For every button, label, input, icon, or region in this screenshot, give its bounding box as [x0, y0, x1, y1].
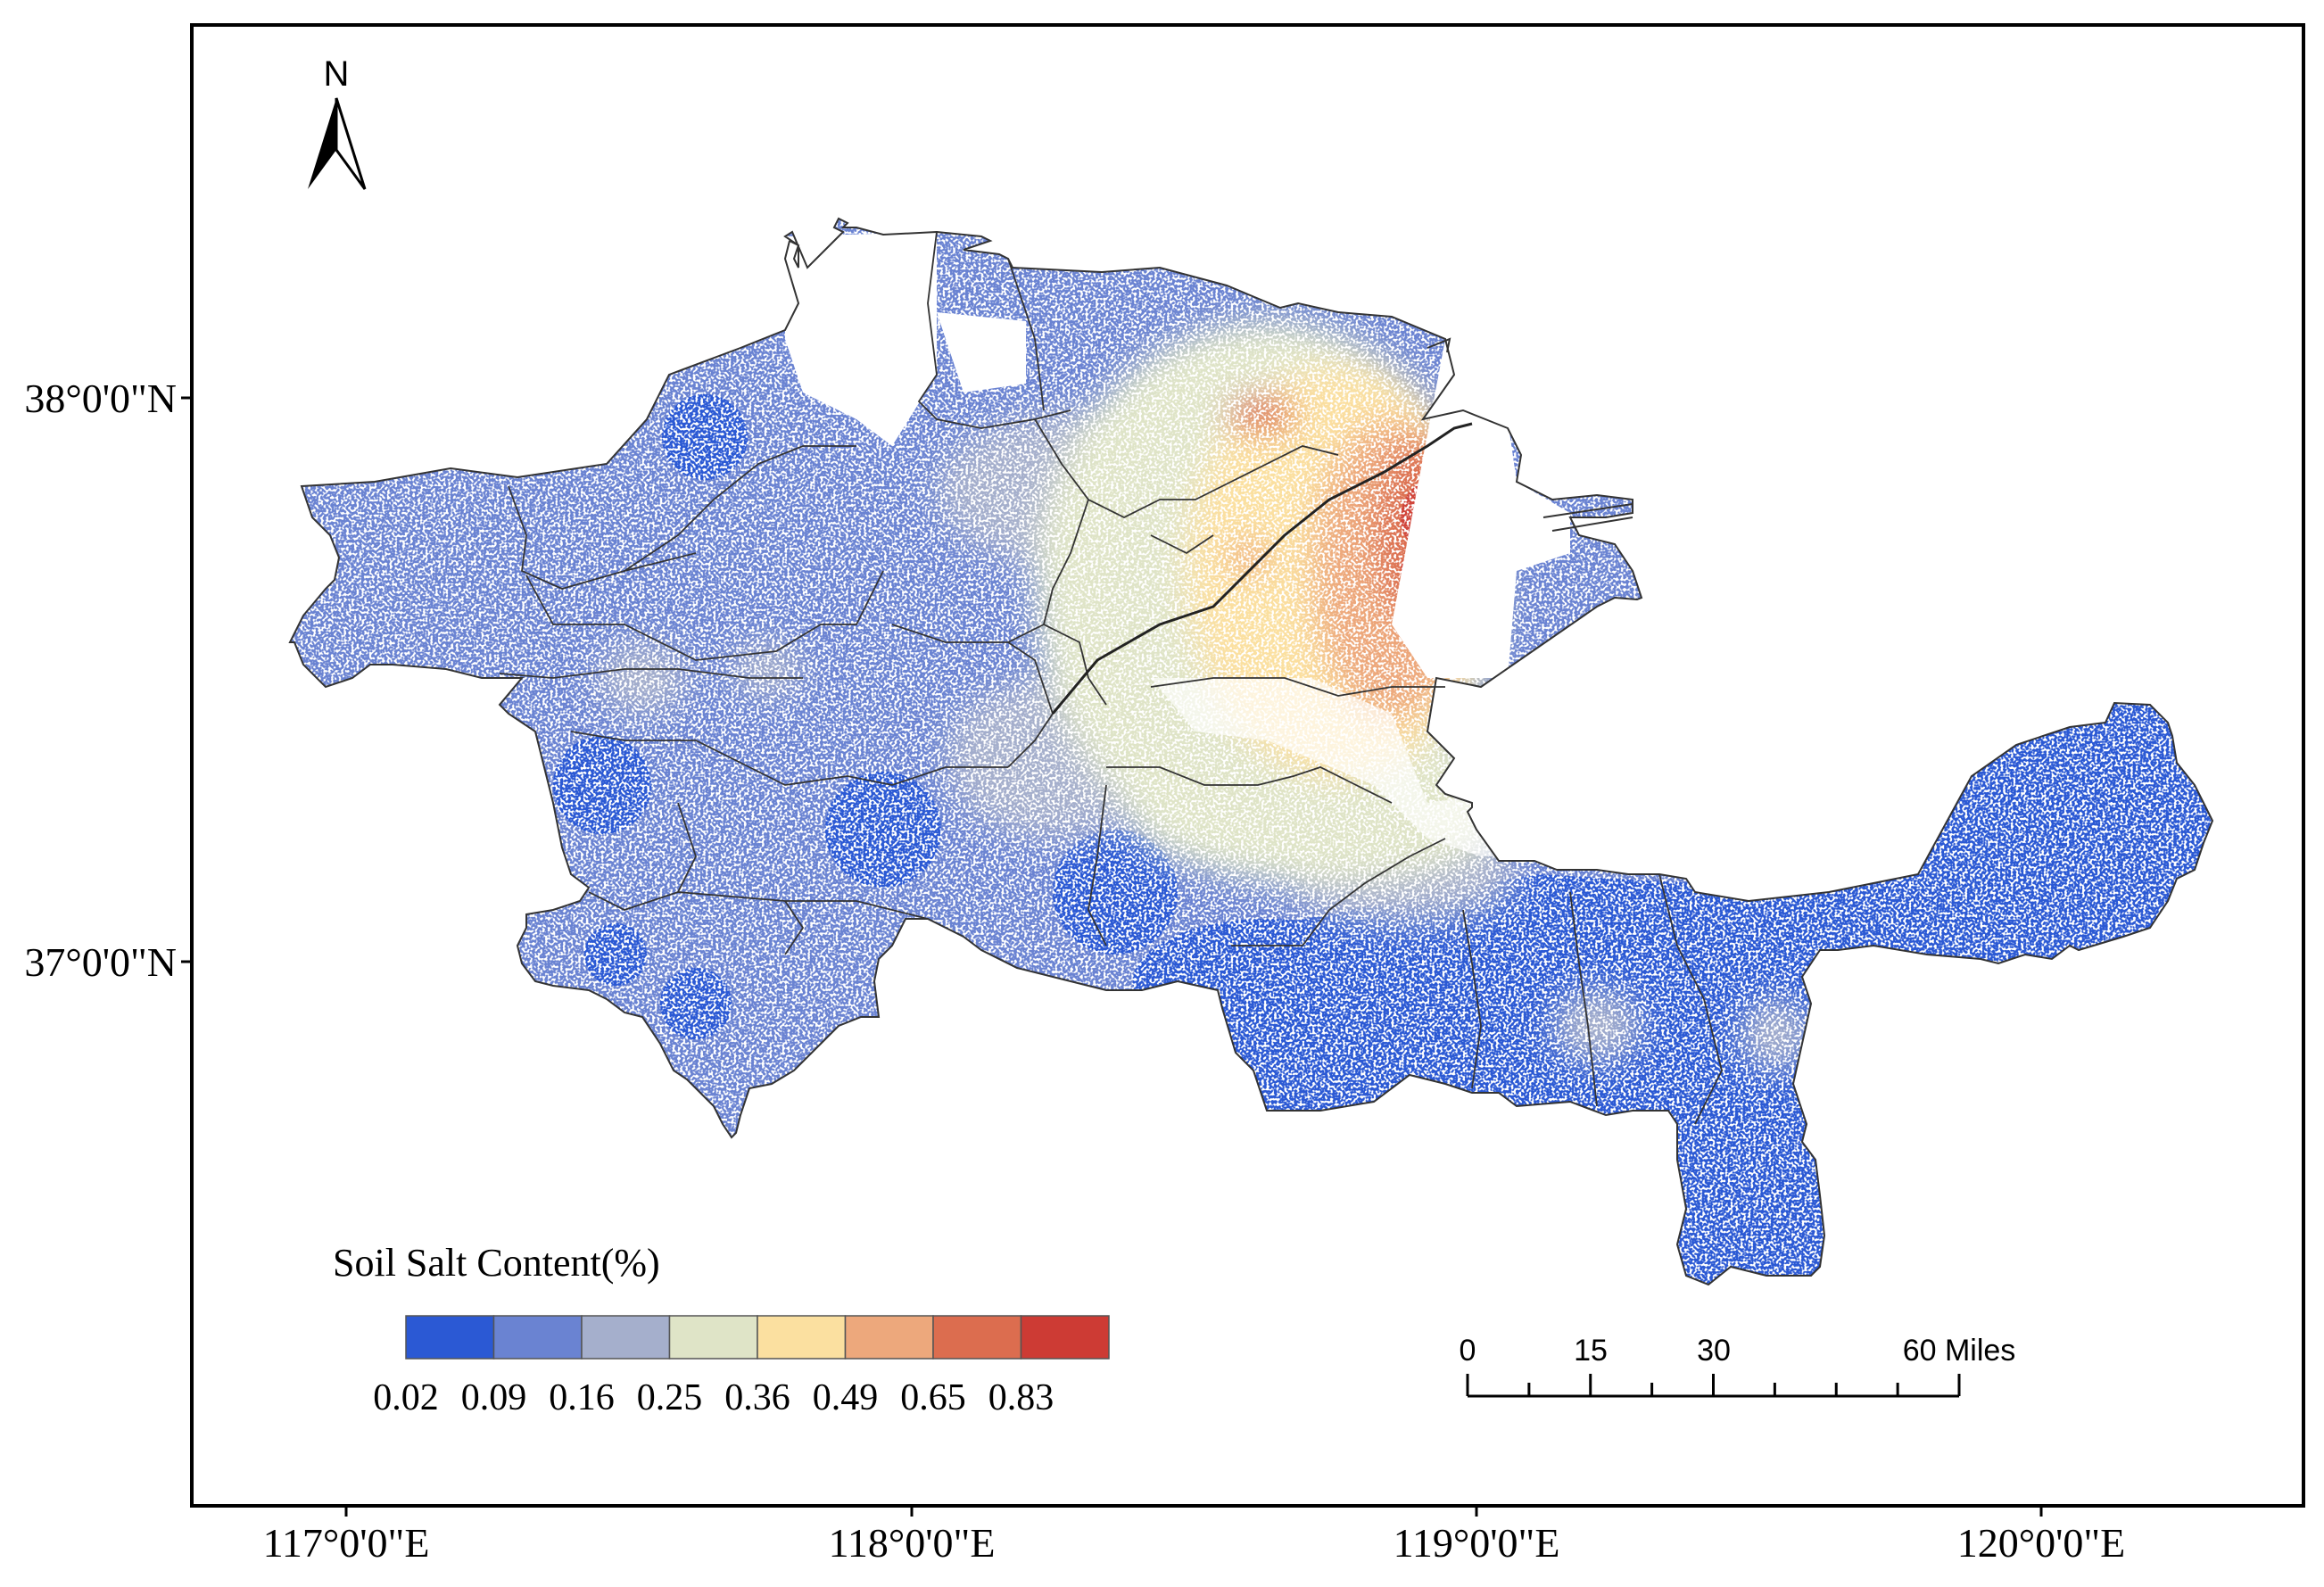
legend-swatch [405, 1315, 495, 1360]
legend-swatch [844, 1315, 934, 1360]
scale-label-30: 30 [1697, 1334, 1731, 1368]
legend-swatch [757, 1315, 847, 1360]
map-frame [190, 23, 2305, 1508]
salt-raster [290, 219, 2212, 1285]
legend-break-label: 0.36 [724, 1377, 790, 1418]
scale-label-60: 60 Miles [1903, 1334, 2016, 1368]
x-tick-label-120: 120°0'0"E [1957, 1520, 2126, 1566]
x-axis: 117°0'0"E 118°0'0"E 119°0'0"E 120°0'0"E [263, 1506, 2126, 1566]
coastal-pier [1542, 503, 1633, 532]
legend-break-label: 0.02 [373, 1377, 439, 1418]
scale-bar: 0 15 30 60 Miles [1460, 1334, 2016, 1398]
legend-swatch [668, 1315, 758, 1360]
north-label: N [324, 54, 350, 94]
legend-swatch [1020, 1315, 1110, 1360]
scale-label-0: 0 [1460, 1334, 1476, 1368]
legend-title: Soil Salt Content(%) [333, 1241, 660, 1285]
scale-label-15: 15 [1574, 1334, 1608, 1368]
y-tick-label-37: 37°0'0"N [24, 939, 177, 985]
x-tick-label-118: 118°0'0"E [829, 1520, 996, 1566]
river-line [1051, 422, 1473, 715]
coastal-small-island [1427, 337, 1451, 353]
north-arrow-icon: N [308, 54, 367, 190]
legend-swatch [581, 1315, 671, 1360]
x-tick-label-119: 119°0'0"E [1394, 1520, 1560, 1566]
legend-swatch [492, 1315, 583, 1360]
legend-breaks: 0.02 0.09 0.16 0.25 0.36 0.49 0.65 0.83 [373, 1377, 1054, 1418]
y-tick-label-38: 38°0'0"N [24, 376, 177, 421]
legend-break-label: 0.09 [461, 1377, 527, 1418]
legend-break-label: 0.16 [549, 1377, 615, 1418]
county-boundaries [499, 231, 1723, 1125]
legend-break-label: 0.49 [813, 1377, 879, 1418]
legend: Soil Salt Content(%) 0.02 0.09 0.16 0.25 0.3… [333, 1241, 1110, 1418]
legend-break-label: 0.83 [988, 1377, 1054, 1418]
legend-break-label: 0.65 [900, 1377, 966, 1418]
legend-swatches [405, 1315, 1110, 1360]
legend-break-label: 0.25 [637, 1377, 703, 1418]
legend-swatch [932, 1315, 1022, 1360]
y-axis: 38°0'0"N 37°0'0"N [24, 376, 192, 985]
x-tick-label-117: 117°0'0"E [263, 1520, 430, 1566]
